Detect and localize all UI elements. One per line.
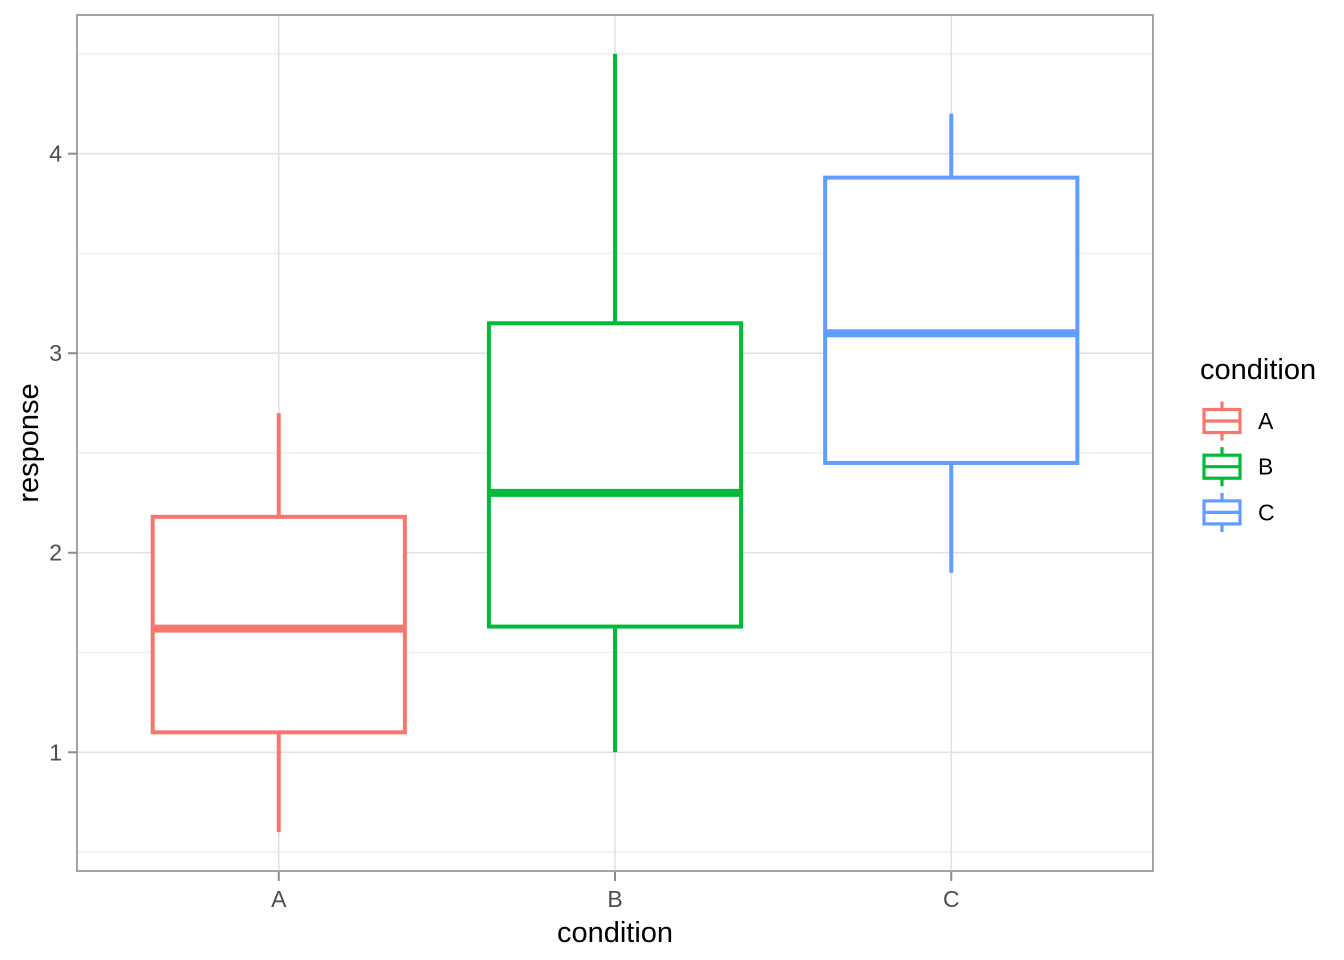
- x-axis-title: condition: [557, 917, 673, 949]
- x-axis: A B C condition: [271, 872, 960, 949]
- boxplot-A: [150, 413, 407, 833]
- y-axis: 1 2 3 4 response: [13, 141, 77, 765]
- x-tick-label: A: [271, 886, 287, 912]
- y-tick-group: 1 2 3 4: [49, 141, 77, 765]
- y-tick-label: 1: [49, 739, 62, 765]
- x-tick-label: C: [943, 886, 960, 912]
- y-axis-title: response: [13, 383, 45, 502]
- boxplot-C: [823, 113, 1080, 573]
- panel: [76, 14, 1154, 872]
- boxplot-B: [486, 53, 744, 753]
- legend-entry-B: B: [1202, 447, 1273, 487]
- legend-entry-C: C: [1202, 492, 1275, 532]
- y-tick-label: 3: [49, 340, 62, 366]
- legend-entry-A: A: [1202, 401, 1274, 441]
- legend-entry-label: C: [1258, 499, 1275, 525]
- legend-entries: ABC: [1202, 401, 1275, 532]
- box-B: [486, 321, 744, 629]
- y-tick-label: 4: [49, 141, 62, 167]
- panel-border: [76, 14, 1154, 872]
- legend: condition ABC: [1200, 354, 1316, 532]
- box-C: [823, 175, 1080, 465]
- legend-title: condition: [1200, 354, 1316, 386]
- x-tick-label: B: [607, 886, 622, 912]
- x-tick-group: A B C: [271, 872, 960, 912]
- legend-entry-label: B: [1258, 454, 1273, 480]
- y-tick-label: 2: [49, 540, 62, 566]
- boxplots: [150, 53, 1080, 833]
- legend-entry-label: A: [1258, 408, 1274, 434]
